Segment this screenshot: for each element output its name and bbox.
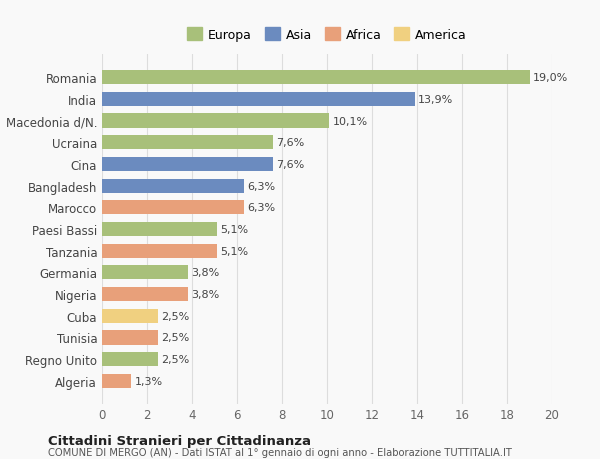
Text: 13,9%: 13,9%: [418, 95, 454, 105]
Text: 2,5%: 2,5%: [161, 333, 190, 343]
Text: 1,3%: 1,3%: [134, 376, 163, 386]
Bar: [102, 330, 158, 345]
Text: 7,6%: 7,6%: [277, 160, 305, 169]
Bar: [102, 136, 273, 150]
Text: 2,5%: 2,5%: [161, 354, 190, 364]
Bar: [102, 309, 158, 323]
Text: 2,5%: 2,5%: [161, 311, 190, 321]
Legend: Europa, Asia, Africa, America: Europa, Asia, Africa, America: [182, 23, 472, 46]
Bar: [102, 266, 187, 280]
Bar: [102, 223, 217, 236]
Bar: [102, 93, 415, 106]
Text: 3,8%: 3,8%: [191, 268, 219, 278]
Bar: [102, 287, 187, 302]
Bar: [102, 244, 217, 258]
Text: 6,3%: 6,3%: [247, 181, 275, 191]
Text: COMUNE DI MERGO (AN) - Dati ISTAT al 1° gennaio di ogni anno - Elaborazione TUTT: COMUNE DI MERGO (AN) - Dati ISTAT al 1° …: [48, 448, 512, 458]
Text: 3,8%: 3,8%: [191, 290, 219, 299]
Text: 5,1%: 5,1%: [220, 246, 248, 256]
Text: Cittadini Stranieri per Cittadinanza: Cittadini Stranieri per Cittadinanza: [48, 434, 311, 447]
Bar: [102, 179, 244, 193]
Text: 10,1%: 10,1%: [332, 116, 368, 126]
Bar: [102, 201, 244, 215]
Bar: [102, 353, 158, 366]
Text: 7,6%: 7,6%: [277, 138, 305, 148]
Bar: [102, 114, 329, 129]
Bar: [102, 71, 530, 85]
Bar: [102, 374, 131, 388]
Bar: [102, 157, 273, 172]
Text: 5,1%: 5,1%: [220, 224, 248, 235]
Text: 6,3%: 6,3%: [247, 203, 275, 213]
Text: 19,0%: 19,0%: [533, 73, 568, 83]
